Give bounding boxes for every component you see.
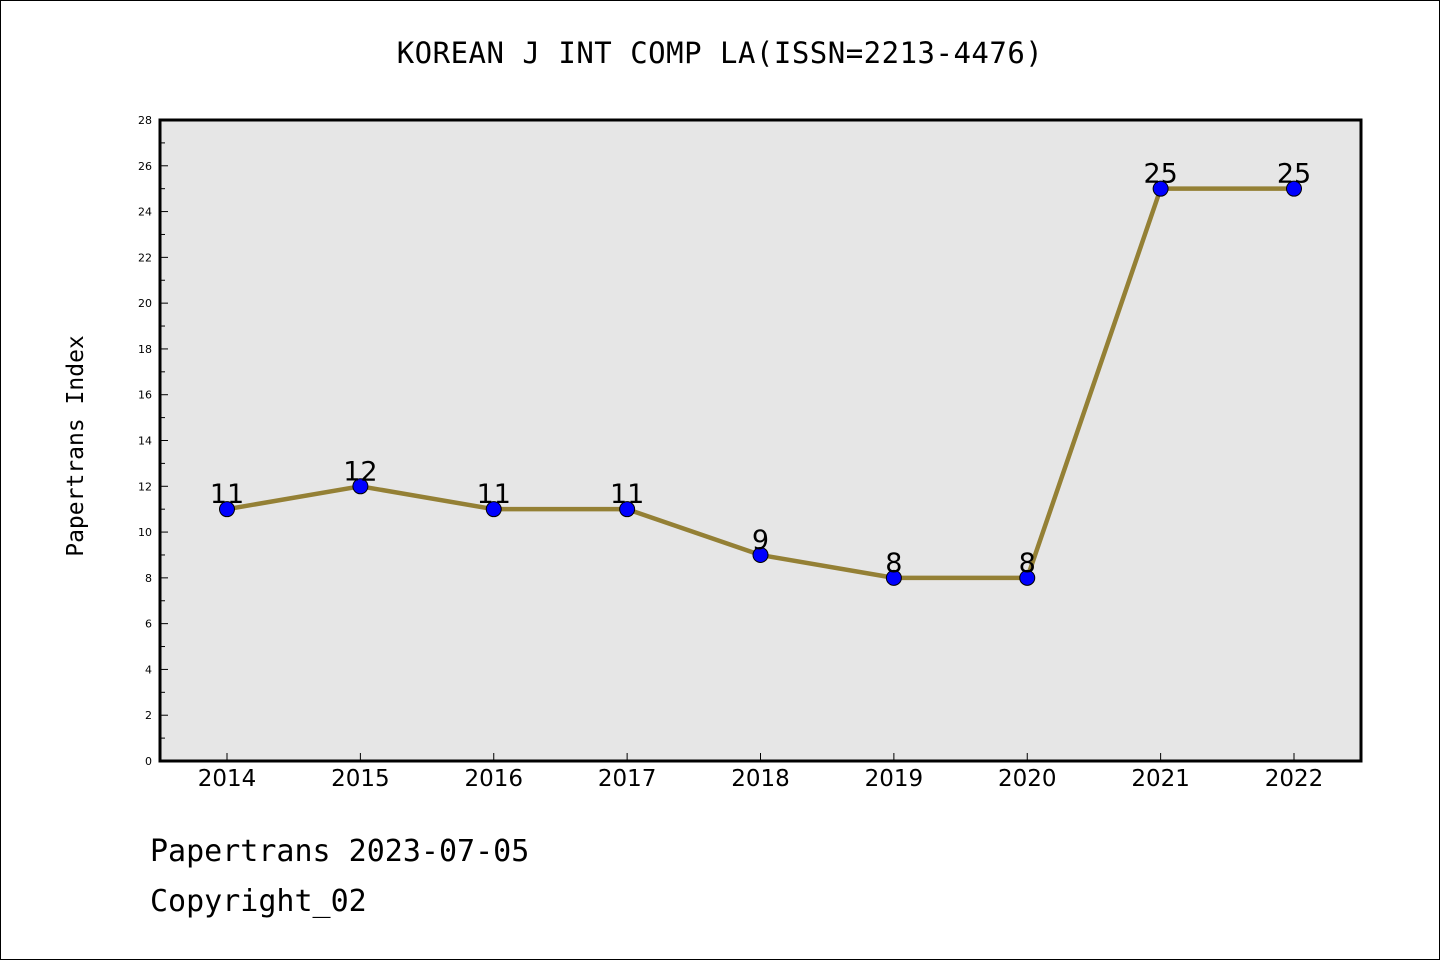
x-tick-label: 2022 [1265,766,1324,792]
data-markers [219,180,1302,586]
data-label: 11 [477,479,511,510]
data-labels: 11 12 11 11 9 8 8 25 25 [210,159,1311,579]
y-tick-label: 14 [138,435,152,448]
footer-copyright: Copyright_02 [150,884,367,919]
x-tick-label: 2015 [331,766,390,792]
y-tick-label: 2 [145,709,152,722]
data-point [619,501,636,518]
y-tick-label: 10 [138,526,152,539]
data-label: 8 [885,548,902,579]
x-tick-label: 2018 [731,766,790,792]
data-point [1019,569,1036,586]
data-label: 11 [210,479,244,510]
y-tick-label: 12 [138,480,152,493]
data-point [1152,180,1169,197]
data-label: 8 [1019,548,1036,579]
y-tick-label: 28 [138,114,152,127]
data-point [885,569,902,586]
x-tick-label: 2020 [998,766,1057,792]
footer-date: Papertrans 2023-07-05 [150,834,530,869]
data-point [219,501,235,518]
x-axis: 2014 2015 2016 2017 2018 2019 2020 2021 2022 [198,753,1324,792]
x-tick-label: 2019 [865,766,924,792]
y-tick-label: 18 [138,343,152,356]
data-label: 9 [752,525,769,556]
chart-title: KOREAN J INT COMP LA(ISSN=2213-4476) [396,36,1044,70]
data-label: 25 [1277,159,1311,190]
y-tick-label: 0 [145,755,152,768]
y-tick-label: 26 [138,160,152,173]
data-label: 25 [1143,159,1177,190]
data-label: 11 [610,479,644,510]
data-point [352,478,369,495]
x-tick-label: 2014 [198,766,257,792]
data-label: 12 [343,456,377,487]
y-tick-label: 6 [145,618,152,631]
data-point [1286,180,1302,197]
plot-border [158,118,1363,763]
data-point [752,546,769,563]
x-tick-label: 2017 [598,766,657,792]
y-tick-label: 16 [138,389,152,402]
x-tick-label: 2021 [1131,766,1190,792]
y-tick-label: 24 [138,206,152,219]
y-tick-label: 8 [145,572,152,585]
x-tick-label: 2016 [464,766,523,792]
plot-area [160,120,1361,761]
y-tick-label: 4 [145,663,152,676]
y-tick-label: 20 [138,297,152,310]
data-point [485,501,502,518]
y-tick-label: 22 [138,251,152,264]
